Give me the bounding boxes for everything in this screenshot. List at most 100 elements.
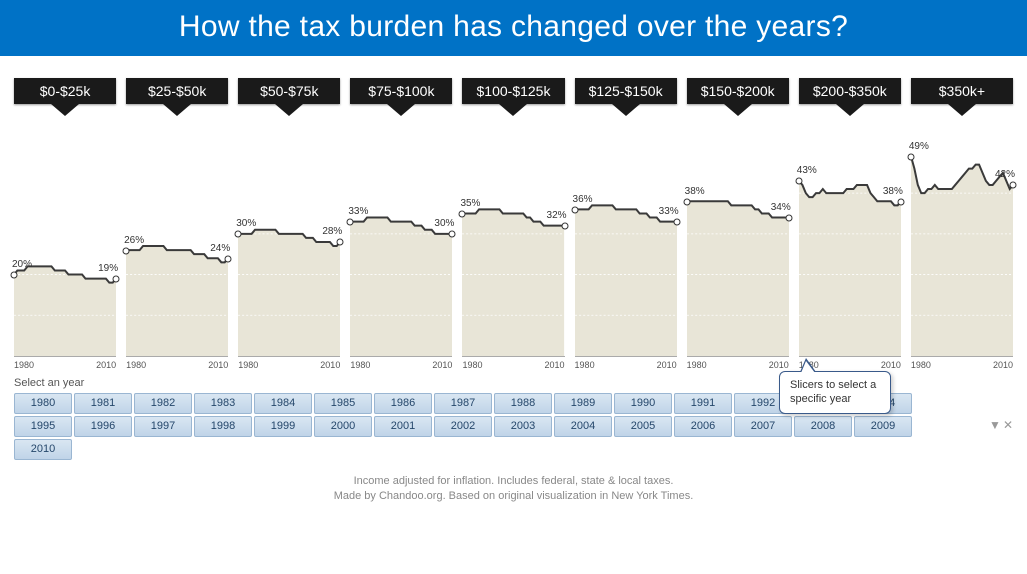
start-value-label: 49% — [909, 141, 929, 152]
end-marker — [225, 255, 232, 262]
start-value-label: 30% — [236, 218, 256, 229]
chart-panel: 49%42%19802010 — [911, 132, 1013, 357]
footer-caption: Income adjusted for inflation. Includes … — [0, 460, 1027, 505]
start-value-label: 20% — [12, 259, 32, 270]
xlabel-end: 2010 — [208, 360, 228, 370]
bracket-tab[interactable]: $100-$125k — [462, 78, 564, 104]
end-value-label: 28% — [322, 226, 342, 237]
end-value-label: 32% — [547, 210, 567, 221]
year-slicer[interactable]: 1980 — [14, 393, 72, 414]
start-value-label: 35% — [460, 198, 480, 209]
bracket-tab[interactable]: $150-$200k — [687, 78, 789, 104]
tooltip-callout: Slicers to select a specific year — [779, 371, 891, 414]
year-slicer[interactable]: 1999 — [254, 416, 312, 437]
bracket-tab[interactable]: $75-$100k — [350, 78, 452, 104]
bracket-tab[interactable]: $350k+ — [911, 78, 1013, 104]
year-slicer[interactable]: 2010 — [14, 439, 72, 460]
year-slicer[interactable]: 1995 — [14, 416, 72, 437]
xlabel-start: 1980 — [238, 360, 258, 370]
chart-panel: 36%33%19802010 — [575, 132, 677, 357]
chart-panel: 35%32%19802010 — [462, 132, 564, 357]
year-slicer[interactable]: 2000 — [314, 416, 372, 437]
page-title: How the tax burden has changed over the … — [0, 10, 1027, 44]
end-value-label: 42% — [995, 169, 1015, 180]
start-marker — [235, 231, 242, 238]
end-value-label: 38% — [883, 186, 903, 197]
xlabel-end: 2010 — [432, 360, 452, 370]
year-slicer[interactable]: 1991 — [674, 393, 732, 414]
year-slicer[interactable]: 2007 — [734, 416, 792, 437]
start-marker — [123, 247, 130, 254]
year-slicer[interactable]: 1997 — [134, 416, 192, 437]
year-slicer[interactable]: 2003 — [494, 416, 552, 437]
year-slicer[interactable]: 1984 — [254, 393, 312, 414]
xlabel-end: 2010 — [96, 360, 116, 370]
year-slicer[interactable]: 1986 — [374, 393, 432, 414]
year-slicer[interactable]: 1982 — [134, 393, 192, 414]
xlabel-end: 2010 — [545, 360, 565, 370]
bracket-tab[interactable]: $200-$350k — [799, 78, 901, 104]
start-marker — [683, 198, 690, 205]
charts-row: 20%19%1980201026%24%1980201030%28%198020… — [0, 104, 1027, 357]
xlabel-end: 2010 — [993, 360, 1013, 370]
end-marker — [337, 239, 344, 246]
tooltip-text: Slicers to select a specific year — [790, 379, 876, 405]
header-banner: How the tax burden has changed over the … — [0, 0, 1027, 56]
clear-icon[interactable]: ✕ — [1003, 418, 1013, 432]
end-marker — [449, 231, 456, 238]
bracket-tab[interactable]: $125-$150k — [575, 78, 677, 104]
chart-panel: 30%28%19802010 — [238, 132, 340, 357]
chart-panel: 20%19%19802010 — [14, 132, 116, 357]
year-slicer[interactable]: 1988 — [494, 393, 552, 414]
year-slicer[interactable]: 2006 — [674, 416, 732, 437]
footer-line-2: Made by Chandoo.org. Based on original v… — [0, 489, 1027, 504]
filter-icon[interactable]: ▼ — [989, 418, 1001, 432]
xlabel-start: 1980 — [462, 360, 482, 370]
year-slicer[interactable]: 1981 — [74, 393, 132, 414]
bracket-tab[interactable]: $50-$75k — [238, 78, 340, 104]
footer-line-1: Income adjusted for inflation. Includes … — [0, 474, 1027, 489]
year-slicer[interactable]: 2004 — [554, 416, 612, 437]
year-slicer[interactable]: 1983 — [194, 393, 252, 414]
xlabel-end: 2010 — [657, 360, 677, 370]
start-value-label: 26% — [124, 235, 144, 246]
xlabel-end: 2010 — [320, 360, 340, 370]
end-marker — [113, 276, 120, 283]
end-marker — [561, 223, 568, 230]
year-slicer[interactable]: 2008 — [794, 416, 852, 437]
end-value-label: 24% — [210, 243, 230, 254]
year-slicer[interactable]: 1985 — [314, 393, 372, 414]
xlabel-start: 1980 — [911, 360, 931, 370]
xlabel-start: 1980 — [575, 360, 595, 370]
chart-panel: 26%24%19802010 — [126, 132, 228, 357]
start-marker — [347, 219, 354, 226]
year-slicer[interactable]: 2001 — [374, 416, 432, 437]
chart-panel: 43%38%19802010 — [799, 132, 901, 357]
end-value-label: 33% — [659, 206, 679, 217]
year-slicer[interactable]: 2009 — [854, 416, 912, 437]
year-slicer[interactable]: 1987 — [434, 393, 492, 414]
bracket-tab[interactable]: $25-$50k — [126, 78, 228, 104]
xlabel-start: 1980 — [350, 360, 370, 370]
xlabel-end: 2010 — [881, 360, 901, 370]
bracket-tabs-row: $0-$25k $25-$50k $50-$75k $75-$100k $100-$12… — [0, 56, 1027, 104]
start-marker — [459, 210, 466, 217]
year-slicer[interactable]: 2005 — [614, 416, 672, 437]
start-marker — [571, 206, 578, 213]
year-slicer[interactable]: 2002 — [434, 416, 492, 437]
end-marker — [1009, 182, 1016, 189]
start-value-label: 38% — [685, 186, 705, 197]
end-value-label: 30% — [434, 218, 454, 229]
start-value-label: 43% — [797, 165, 817, 176]
start-value-label: 36% — [573, 194, 593, 205]
year-slicer[interactable]: 1996 — [74, 416, 132, 437]
xlabel-start: 1980 — [126, 360, 146, 370]
year-slicer[interactable]: 1998 — [194, 416, 252, 437]
xlabel-start: 1980 — [687, 360, 707, 370]
chart-panel: 33%30%19802010 — [350, 132, 452, 357]
year-slicer[interactable]: 1990 — [614, 393, 672, 414]
bracket-tab[interactable]: $0-$25k — [14, 78, 116, 104]
year-slicer[interactable]: 1989 — [554, 393, 612, 414]
chart-panel: 38%34%19802010 — [687, 132, 789, 357]
end-value-label: 34% — [771, 202, 791, 213]
